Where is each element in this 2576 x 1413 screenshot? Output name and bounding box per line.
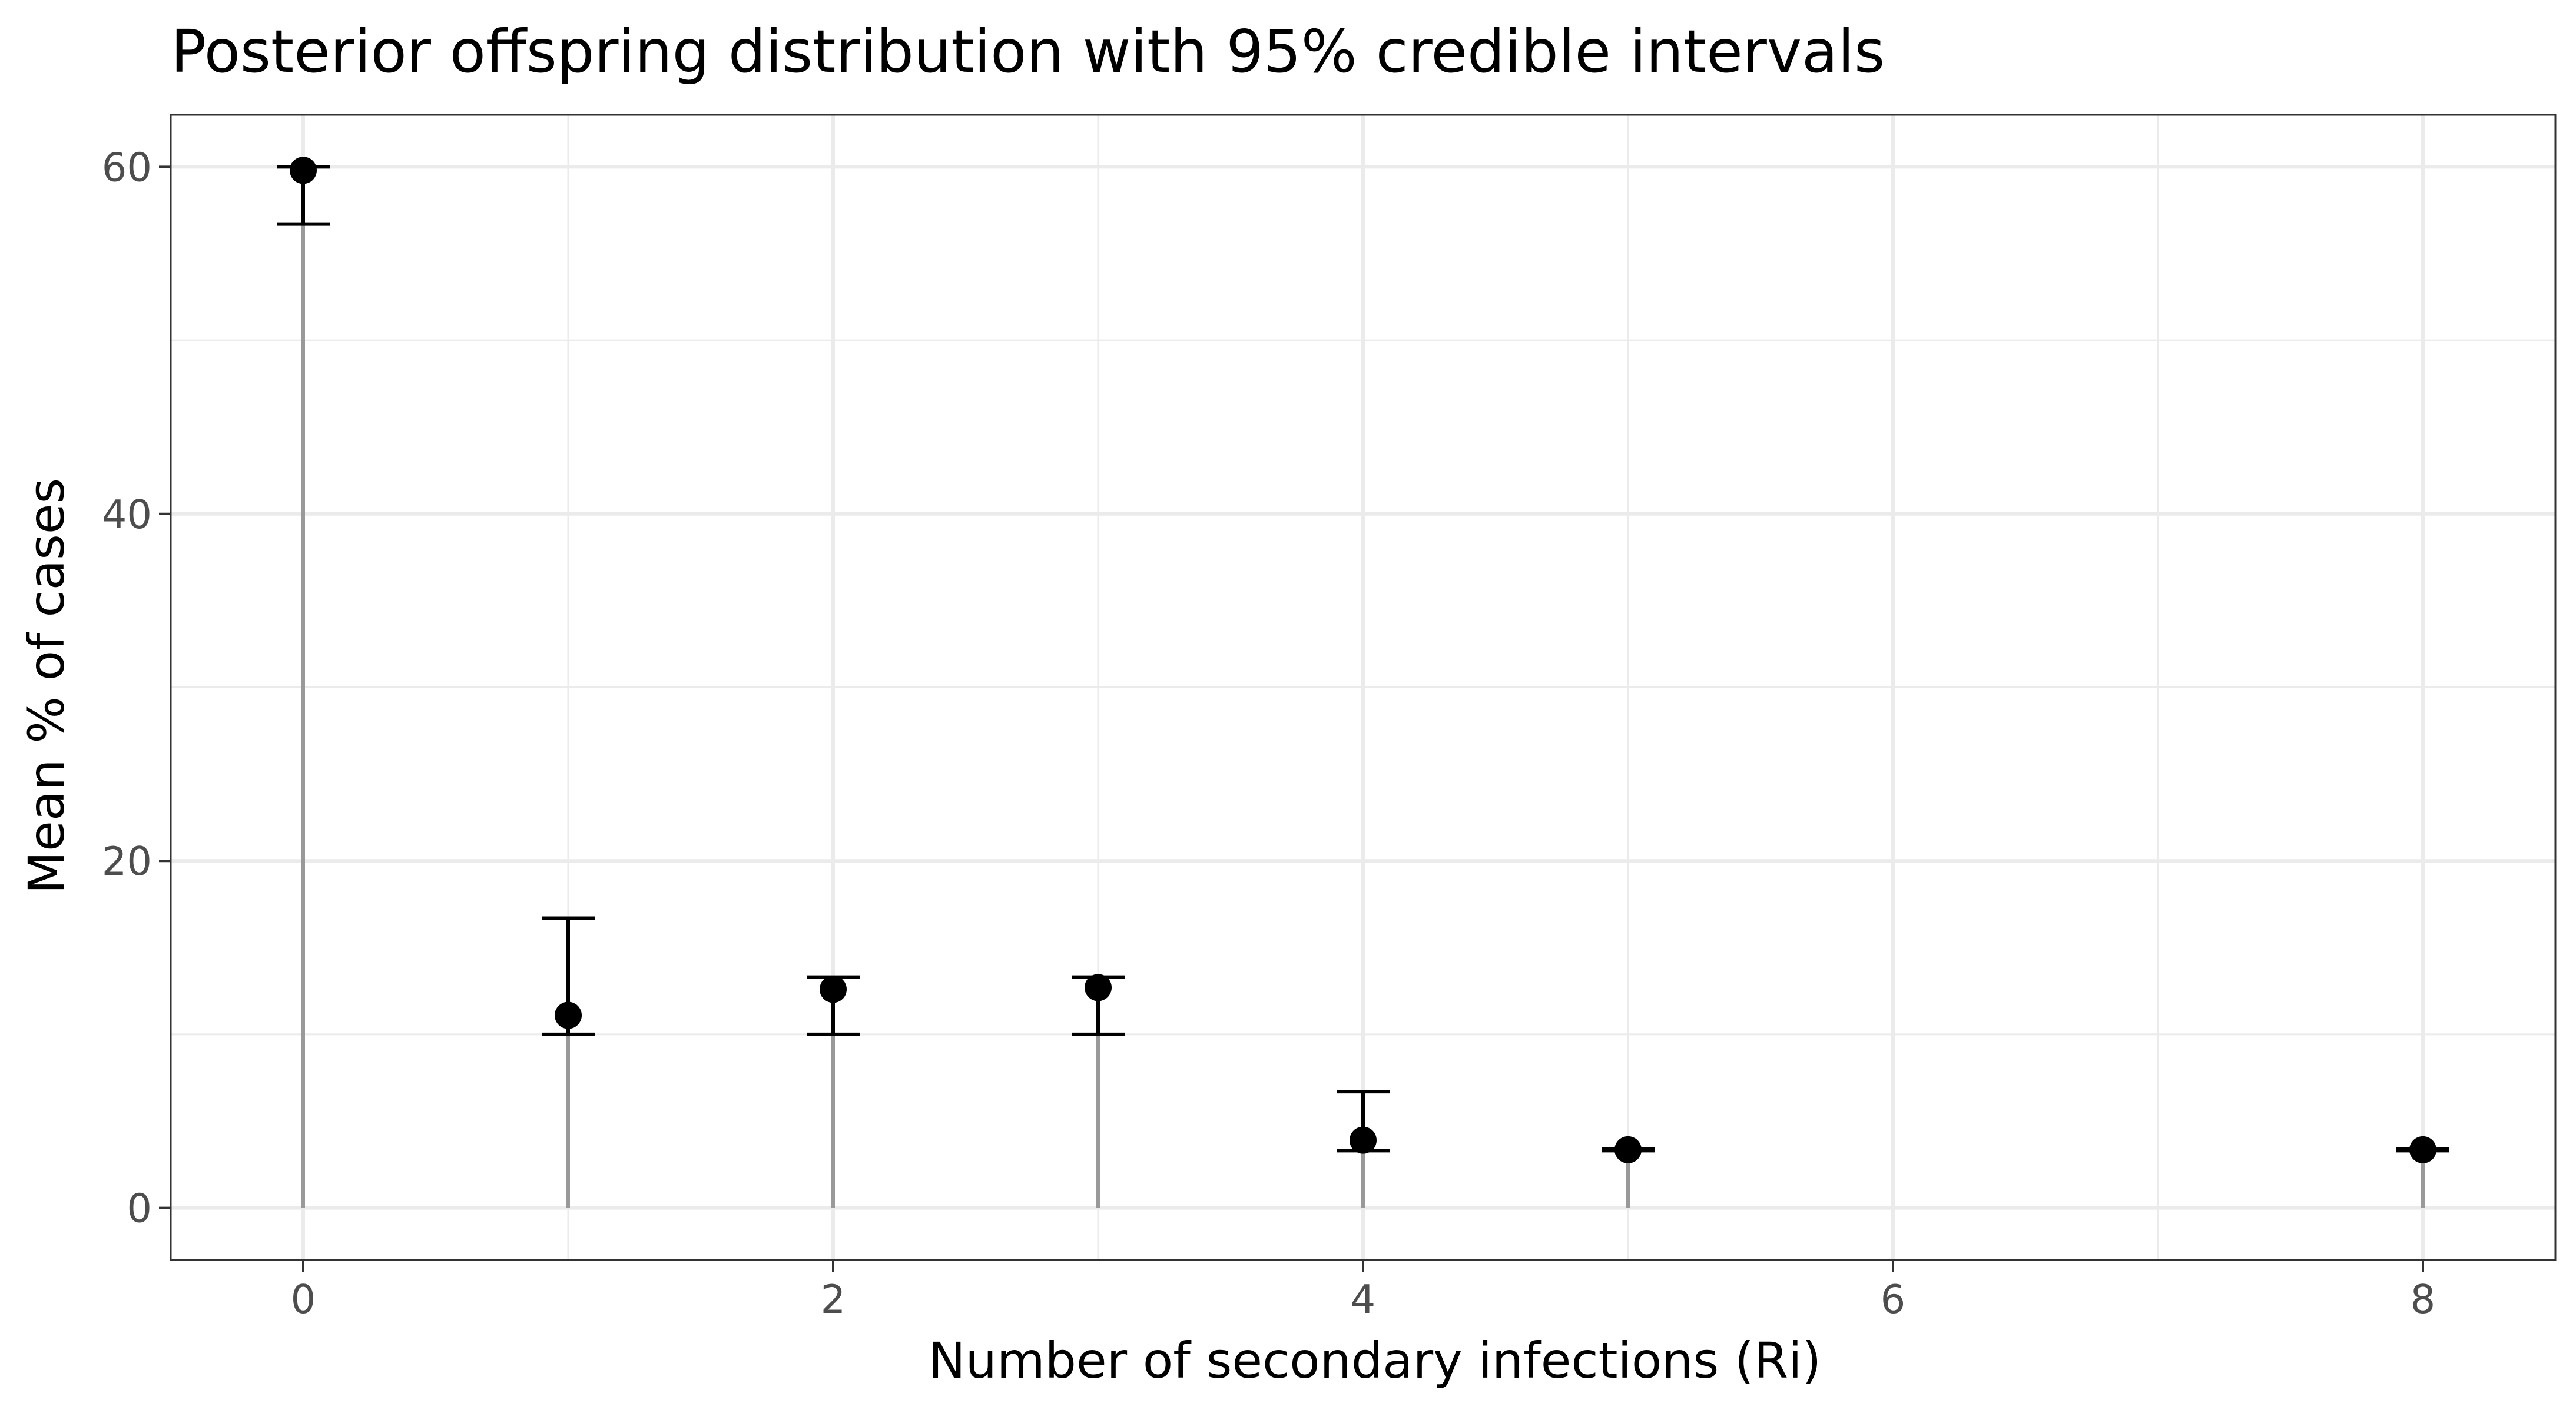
- x-tick-label: 8: [2411, 1276, 2436, 1322]
- x-tick-label: 0: [291, 1276, 316, 1322]
- grid: [171, 115, 2555, 1260]
- y-tick-label: 60: [102, 144, 152, 190]
- x-tick-label: 2: [821, 1276, 846, 1322]
- x-axis: 0 2 4 6 8: [291, 1260, 2436, 1322]
- data-point: [1350, 1126, 1377, 1154]
- data-point: [1085, 974, 1112, 1001]
- y-axis-label: Mean % of cases: [18, 478, 75, 894]
- data-point: [1614, 1136, 1642, 1163]
- y-tick-label: 40: [102, 492, 152, 538]
- data-point: [2409, 1136, 2436, 1163]
- data-point: [290, 157, 317, 184]
- data-point: [820, 976, 847, 1003]
- x-axis-label: Number of secondary infections (Ri): [929, 1332, 1821, 1389]
- y-axis: 0 20 40 60: [102, 144, 171, 1232]
- chart-title: Posterior offspring distribution with 95…: [171, 17, 1885, 86]
- y-tick-label: 0: [127, 1186, 152, 1232]
- x-tick-label: 4: [1351, 1276, 1376, 1322]
- data-point: [555, 1001, 582, 1029]
- data-points: [290, 157, 2436, 1163]
- x-tick-label: 6: [1881, 1276, 1906, 1322]
- y-tick-label: 20: [102, 838, 152, 884]
